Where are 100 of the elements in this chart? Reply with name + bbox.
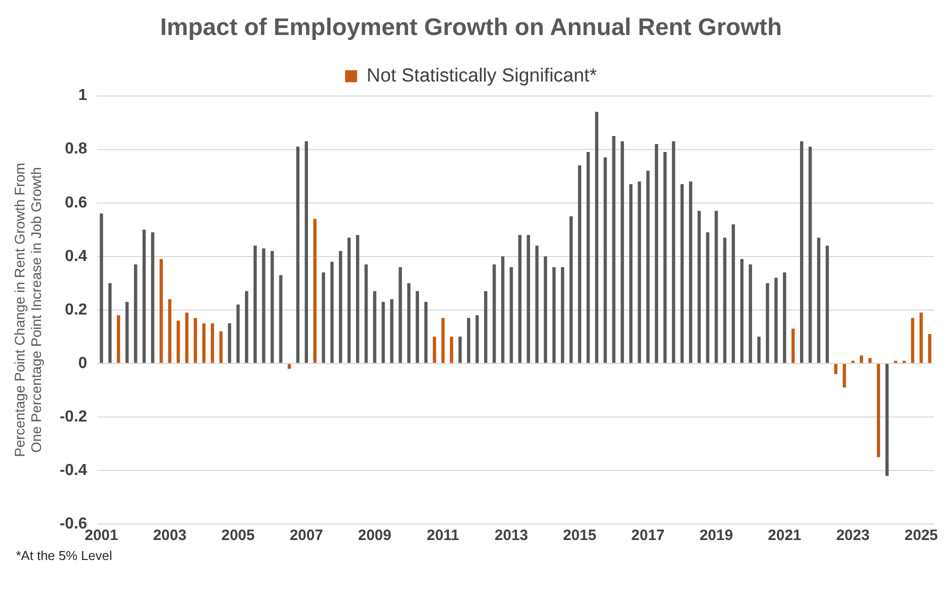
bar bbox=[416, 291, 420, 363]
bar bbox=[476, 315, 479, 363]
bar bbox=[920, 312, 923, 363]
bar bbox=[663, 152, 667, 363]
bar bbox=[322, 272, 326, 363]
bar bbox=[791, 328, 795, 363]
bar bbox=[313, 218, 317, 363]
bar bbox=[860, 355, 864, 363]
bar bbox=[826, 246, 829, 363]
bar bbox=[800, 141, 804, 363]
bar bbox=[270, 251, 274, 363]
bar bbox=[100, 214, 104, 363]
x-tick-label: 2005 bbox=[221, 527, 255, 544]
x-tick-label: 2007 bbox=[290, 527, 324, 544]
bar bbox=[398, 267, 402, 363]
y-tick-label: 0.2 bbox=[64, 301, 88, 318]
x-tick-label: 2011 bbox=[426, 527, 460, 544]
bar bbox=[134, 264, 138, 363]
bar bbox=[723, 238, 726, 363]
bar bbox=[714, 210, 718, 363]
bar bbox=[492, 264, 496, 363]
bar bbox=[766, 283, 770, 363]
bar bbox=[151, 232, 154, 363]
x-tick-label: 2003 bbox=[153, 527, 186, 544]
bar bbox=[578, 165, 582, 363]
bar bbox=[228, 323, 232, 363]
bar bbox=[296, 146, 300, 363]
bar bbox=[382, 302, 385, 363]
x-tick-label: 2009 bbox=[358, 527, 392, 544]
x-tick-label: 2019 bbox=[700, 527, 733, 544]
bar bbox=[629, 184, 632, 363]
bar bbox=[108, 283, 112, 363]
x-tick-label: 2023 bbox=[836, 527, 870, 544]
bar bbox=[304, 141, 308, 363]
bar bbox=[424, 302, 428, 363]
bar bbox=[595, 112, 598, 363]
bar bbox=[501, 256, 504, 363]
bar bbox=[168, 299, 172, 363]
legend-label: Not Statistically Significant* bbox=[366, 66, 598, 87]
bar bbox=[706, 232, 710, 363]
text: *At the 5% Level bbox=[16, 548, 114, 563]
bar bbox=[202, 323, 206, 363]
y-tick-label: -0.4 bbox=[60, 462, 88, 479]
bar bbox=[510, 267, 513, 363]
bar bbox=[732, 224, 735, 363]
bar bbox=[638, 181, 642, 363]
bar bbox=[834, 364, 838, 374]
bar bbox=[347, 238, 351, 363]
y-tick-label: 0.8 bbox=[64, 140, 88, 158]
bar bbox=[842, 364, 846, 388]
bar bbox=[484, 291, 488, 363]
bar bbox=[262, 248, 266, 363]
bar bbox=[680, 184, 684, 363]
x-tick-label: 2021 bbox=[768, 527, 802, 544]
bar bbox=[194, 318, 197, 363]
bar bbox=[364, 264, 368, 363]
bar bbox=[569, 216, 573, 363]
bar bbox=[210, 323, 214, 363]
bar bbox=[288, 364, 291, 369]
x-tick-label: 2013 bbox=[494, 527, 528, 544]
bar bbox=[160, 259, 163, 363]
y-tick-label: -0.2 bbox=[60, 408, 88, 426]
y-tick-label: 0.6 bbox=[64, 194, 88, 212]
bar bbox=[142, 230, 146, 363]
bar bbox=[782, 272, 786, 363]
bar bbox=[356, 234, 360, 363]
bar bbox=[219, 331, 223, 363]
y-tick-label: 1 bbox=[78, 87, 88, 104]
bar bbox=[748, 264, 752, 363]
x-tick-label: 2025 bbox=[904, 527, 938, 544]
bar bbox=[646, 170, 650, 363]
chart-title: Impact of Employment Growth on Annual Rent Growth bbox=[160, 14, 782, 42]
bar bbox=[254, 246, 257, 363]
bar bbox=[604, 157, 607, 363]
bar bbox=[450, 336, 454, 363]
bar bbox=[698, 210, 701, 363]
bar bbox=[373, 291, 376, 363]
bar bbox=[774, 278, 778, 363]
bar bbox=[244, 291, 248, 363]
bar bbox=[518, 234, 522, 363]
x-tick-label: 2001 bbox=[84, 527, 118, 544]
bar bbox=[432, 336, 436, 363]
bar bbox=[654, 144, 658, 363]
bar bbox=[544, 256, 548, 363]
bar bbox=[236, 304, 240, 363]
bar bbox=[560, 267, 564, 363]
bar bbox=[876, 364, 880, 458]
y-tick-label: 0 bbox=[78, 354, 88, 372]
bar bbox=[911, 318, 914, 363]
bar bbox=[620, 141, 624, 363]
bar bbox=[125, 302, 129, 363]
bar bbox=[176, 320, 180, 363]
x-tick-label: 2015 bbox=[562, 527, 596, 544]
bar bbox=[535, 246, 539, 363]
bar bbox=[526, 234, 530, 363]
bar bbox=[467, 318, 470, 363]
bar bbox=[868, 358, 872, 363]
y-axis-title: Percentage Point Change in Rent Growth From One Percentage Point Increase in Job Growth bbox=[11, 162, 44, 457]
bar bbox=[740, 259, 744, 363]
x-tick-label: 2017 bbox=[631, 527, 665, 544]
